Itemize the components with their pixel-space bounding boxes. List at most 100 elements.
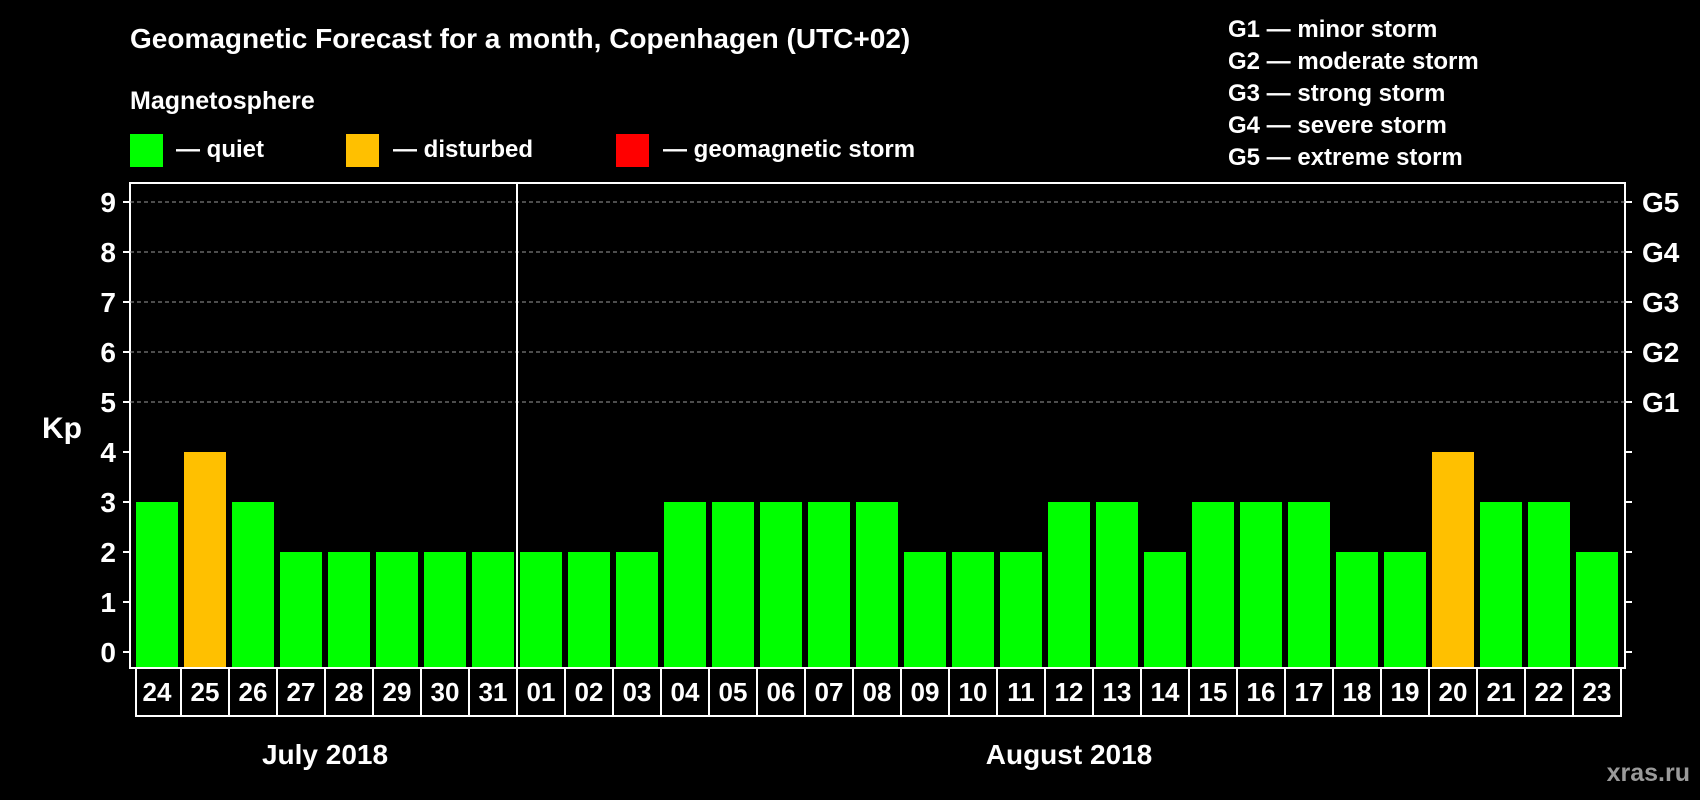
day-label-03: 03 — [623, 677, 652, 707]
bar-31 — [472, 552, 514, 668]
watermark: xras.ru — [1607, 759, 1690, 787]
bar-11 — [1000, 552, 1042, 668]
y-axis-ticks: 0 1 2 3 4 5 6 7 8 9 — [100, 187, 130, 668]
day-labels: 24 25 26 27 28 29 30 31 01 02 03 04 05 06 07 08 09 10 11 12… — [135, 667, 1622, 717]
bar-14 — [1144, 552, 1186, 668]
day-label-18: 18 — [1343, 677, 1372, 707]
bars — [136, 452, 1618, 668]
bar-28 — [328, 552, 370, 668]
legend-swatch-storm — [616, 134, 649, 167]
storm-scale-g2: G2 — moderate storm — [1228, 48, 1479, 75]
month-label-0: July 2018 — [262, 739, 388, 770]
bar-09 — [904, 552, 946, 668]
day-label-23: 23 — [1583, 677, 1612, 707]
bar-23 — [1576, 552, 1618, 668]
storm-scale-g4: G4 — severe storm — [1228, 112, 1447, 139]
bar-18 — [1336, 552, 1378, 668]
day-label-13: 13 — [1103, 677, 1132, 707]
y-tick-label-4: 4 — [100, 437, 116, 468]
day-label-frame — [135, 667, 1622, 717]
day-label-25: 25 — [191, 677, 220, 707]
day-label-04: 04 — [671, 677, 700, 707]
day-label-21: 21 — [1487, 677, 1516, 707]
bar-19 — [1384, 552, 1426, 668]
y-tick-label-1: 1 — [100, 587, 116, 618]
storm-scale-g5: G5 — extreme storm — [1228, 144, 1463, 171]
bar-13 — [1096, 502, 1138, 668]
day-label-02: 02 — [575, 677, 604, 707]
legend-label-disturbed: — disturbed — [393, 136, 533, 163]
storm-level-label-g5: G5 — [1642, 187, 1679, 218]
day-label-14: 14 — [1151, 677, 1180, 707]
day-label-06: 06 — [767, 677, 796, 707]
legend-swatch-quiet — [130, 134, 163, 167]
day-label-20: 20 — [1439, 677, 1468, 707]
legend-label-storm: — geomagnetic storm — [663, 136, 915, 163]
storm-level-label-g4: G4 — [1642, 237, 1680, 268]
day-label-16: 16 — [1247, 677, 1276, 707]
y-tick-label-5: 5 — [100, 387, 116, 418]
storm-level-ticks: G1 G2 G3 G4 G5 — [1625, 187, 1680, 653]
y-tick-label-9: 9 — [100, 187, 116, 218]
day-label-19: 19 — [1391, 677, 1420, 707]
grid-lines — [130, 183, 1625, 668]
y-tick-label-6: 6 — [100, 337, 116, 368]
y-tick-label-3: 3 — [100, 487, 116, 518]
bar-25 — [184, 452, 226, 668]
day-label-26: 26 — [239, 677, 268, 707]
bar-30 — [424, 552, 466, 668]
bar-10 — [952, 552, 994, 668]
y-tick-label-2: 2 — [100, 537, 116, 568]
y-tick-label-7: 7 — [100, 287, 116, 318]
bar-04 — [664, 502, 706, 668]
day-label-10: 10 — [959, 677, 988, 707]
bar-29 — [376, 552, 418, 668]
bar-17 — [1288, 502, 1330, 668]
day-label-29: 29 — [383, 677, 412, 707]
month-label-1: August 2018 — [986, 739, 1153, 770]
day-label-17: 17 — [1295, 677, 1324, 707]
y-axis-label: Kp — [42, 412, 82, 445]
bar-27 — [280, 552, 322, 668]
bar-22 — [1528, 502, 1570, 668]
bar-08 — [856, 502, 898, 668]
day-label-30: 30 — [431, 677, 460, 707]
storm-scale-g3: G3 — strong storm — [1228, 80, 1445, 107]
day-label-12: 12 — [1055, 677, 1084, 707]
storm-level-label-g1: G1 — [1642, 387, 1679, 418]
day-label-15: 15 — [1199, 677, 1228, 707]
y-tick-label-0: 0 — [100, 637, 116, 668]
month-labels: July 2018 August 2018 — [262, 739, 1152, 770]
chart-title: Geomagnetic Forecast for a month, Copenh… — [130, 23, 910, 54]
bar-15 — [1192, 502, 1234, 668]
bar-05 — [712, 502, 754, 668]
day-label-08: 08 — [863, 677, 892, 707]
day-label-31: 31 — [479, 677, 508, 707]
day-label-28: 28 — [335, 677, 364, 707]
bar-16 — [1240, 502, 1282, 668]
day-label-22: 22 — [1535, 677, 1564, 707]
bar-24 — [136, 502, 178, 668]
day-label-09: 09 — [911, 677, 940, 707]
bar-21 — [1480, 502, 1522, 668]
legend-heading: Magnetosphere — [130, 87, 315, 115]
bar-06 — [760, 502, 802, 668]
bar-26 — [232, 502, 274, 668]
day-label-24: 24 — [143, 677, 172, 707]
day-label-27: 27 — [287, 677, 316, 707]
bar-12 — [1048, 502, 1090, 668]
bar-02 — [568, 552, 610, 668]
day-label-07: 07 — [815, 677, 844, 707]
day-label-05: 05 — [719, 677, 748, 707]
storm-level-label-g2: G2 — [1642, 337, 1679, 368]
legend-label-quiet: — quiet — [176, 136, 264, 163]
storm-scale-g1: G1 — minor storm — [1228, 16, 1437, 43]
bar-20 — [1432, 452, 1474, 668]
day-label-01: 01 — [527, 677, 556, 707]
bar-03 — [616, 552, 658, 668]
bar-01 — [520, 552, 562, 668]
bar-07 — [808, 502, 850, 668]
legend-swatch-disturbed — [346, 134, 379, 167]
day-label-11: 11 — [1007, 677, 1035, 707]
